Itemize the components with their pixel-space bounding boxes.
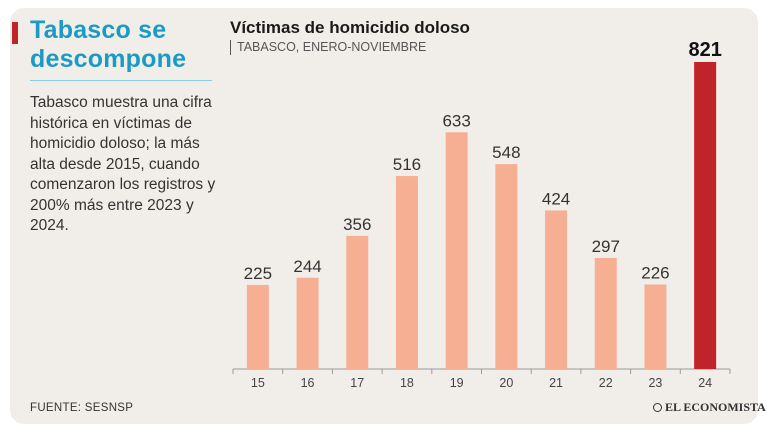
background-panel: [10, 8, 758, 424]
source-note: FUENTE: SESNSP: [30, 402, 134, 414]
x-tick-label-21: 21: [549, 376, 563, 390]
value-label-16: 244: [293, 257, 321, 276]
headline: Tabasco se descompone: [30, 16, 187, 73]
logo-mark-icon: [653, 403, 662, 412]
x-tick-label-24: 24: [698, 376, 712, 390]
bar-19: [445, 132, 468, 369]
bar-20: [495, 164, 518, 369]
x-tick-label-20: 20: [499, 376, 513, 390]
value-label-23: 226: [641, 263, 669, 282]
value-label-18: 516: [393, 155, 421, 174]
x-tick-label-23: 23: [648, 376, 662, 390]
value-label-20: 548: [492, 143, 520, 162]
chart-title: Víctimas de homicidio doloso: [230, 18, 470, 37]
bar-24: [694, 62, 717, 369]
headline-divider: [30, 80, 212, 81]
bar-17: [346, 235, 369, 369]
value-label-22: 297: [592, 237, 620, 256]
value-label-19: 633: [442, 111, 470, 130]
bar-18: [395, 176, 418, 369]
x-tick-label-17: 17: [350, 376, 364, 390]
x-tick-label-22: 22: [599, 376, 613, 390]
value-label-24: 821: [688, 39, 721, 61]
bar-16: [296, 277, 319, 369]
value-label-21: 424: [542, 189, 570, 208]
x-tick-label-15: 15: [251, 376, 265, 390]
value-label-17: 356: [343, 215, 371, 234]
x-tick-label-19: 19: [450, 376, 464, 390]
description-text: Tabasco muestra una cifra histórica en v…: [30, 94, 216, 234]
bar-15: [246, 284, 269, 369]
bar-22: [594, 257, 617, 369]
bar-21: [545, 210, 568, 369]
publisher-logo: EL ECONOMISTA: [653, 400, 766, 415]
x-tick-label-16: 16: [301, 376, 315, 390]
x-tick-label-18: 18: [400, 376, 414, 390]
accent-bar: [12, 22, 18, 44]
chart-subtitle: TABASCO, ENERO-NOVIEMBRE: [230, 40, 426, 55]
value-label-15: 225: [244, 264, 272, 283]
logo-text: EL ECONOMISTA: [665, 400, 766, 414]
bar-23: [644, 284, 667, 369]
